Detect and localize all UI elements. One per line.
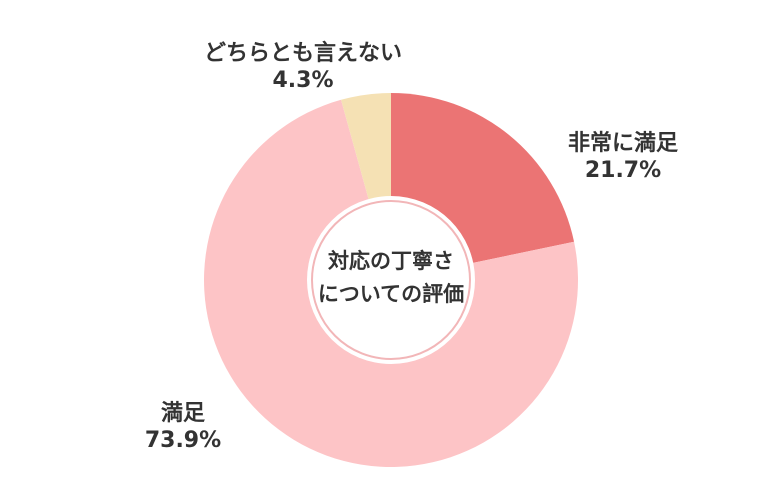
slice-label-name: 満足	[160, 401, 205, 426]
slice-label-name: どちらとも言えない	[203, 41, 402, 66]
donut-hole	[307, 196, 475, 364]
slice-label-satisfied: 満足 73.9%	[118, 400, 248, 454]
slice-label-very-satisfied: 非常に満足 21.7%	[548, 130, 698, 184]
slice-label-name: 非常に満足	[567, 131, 678, 156]
slice-label-neutral: どちらとも言えない 4.3%	[178, 40, 428, 94]
chart-center-title: 対応の丁寧さ についての評価	[291, 245, 491, 311]
slice-label-value: 73.9%	[144, 428, 222, 453]
slice-label-value: 4.3%	[272, 68, 334, 93]
center-title-line-1: 対応の丁寧さ	[328, 249, 454, 273]
slice-label-value: 21.7%	[584, 158, 662, 183]
donut-inner-ring	[311, 200, 471, 360]
center-title-line-2: についての評価	[317, 282, 465, 306]
